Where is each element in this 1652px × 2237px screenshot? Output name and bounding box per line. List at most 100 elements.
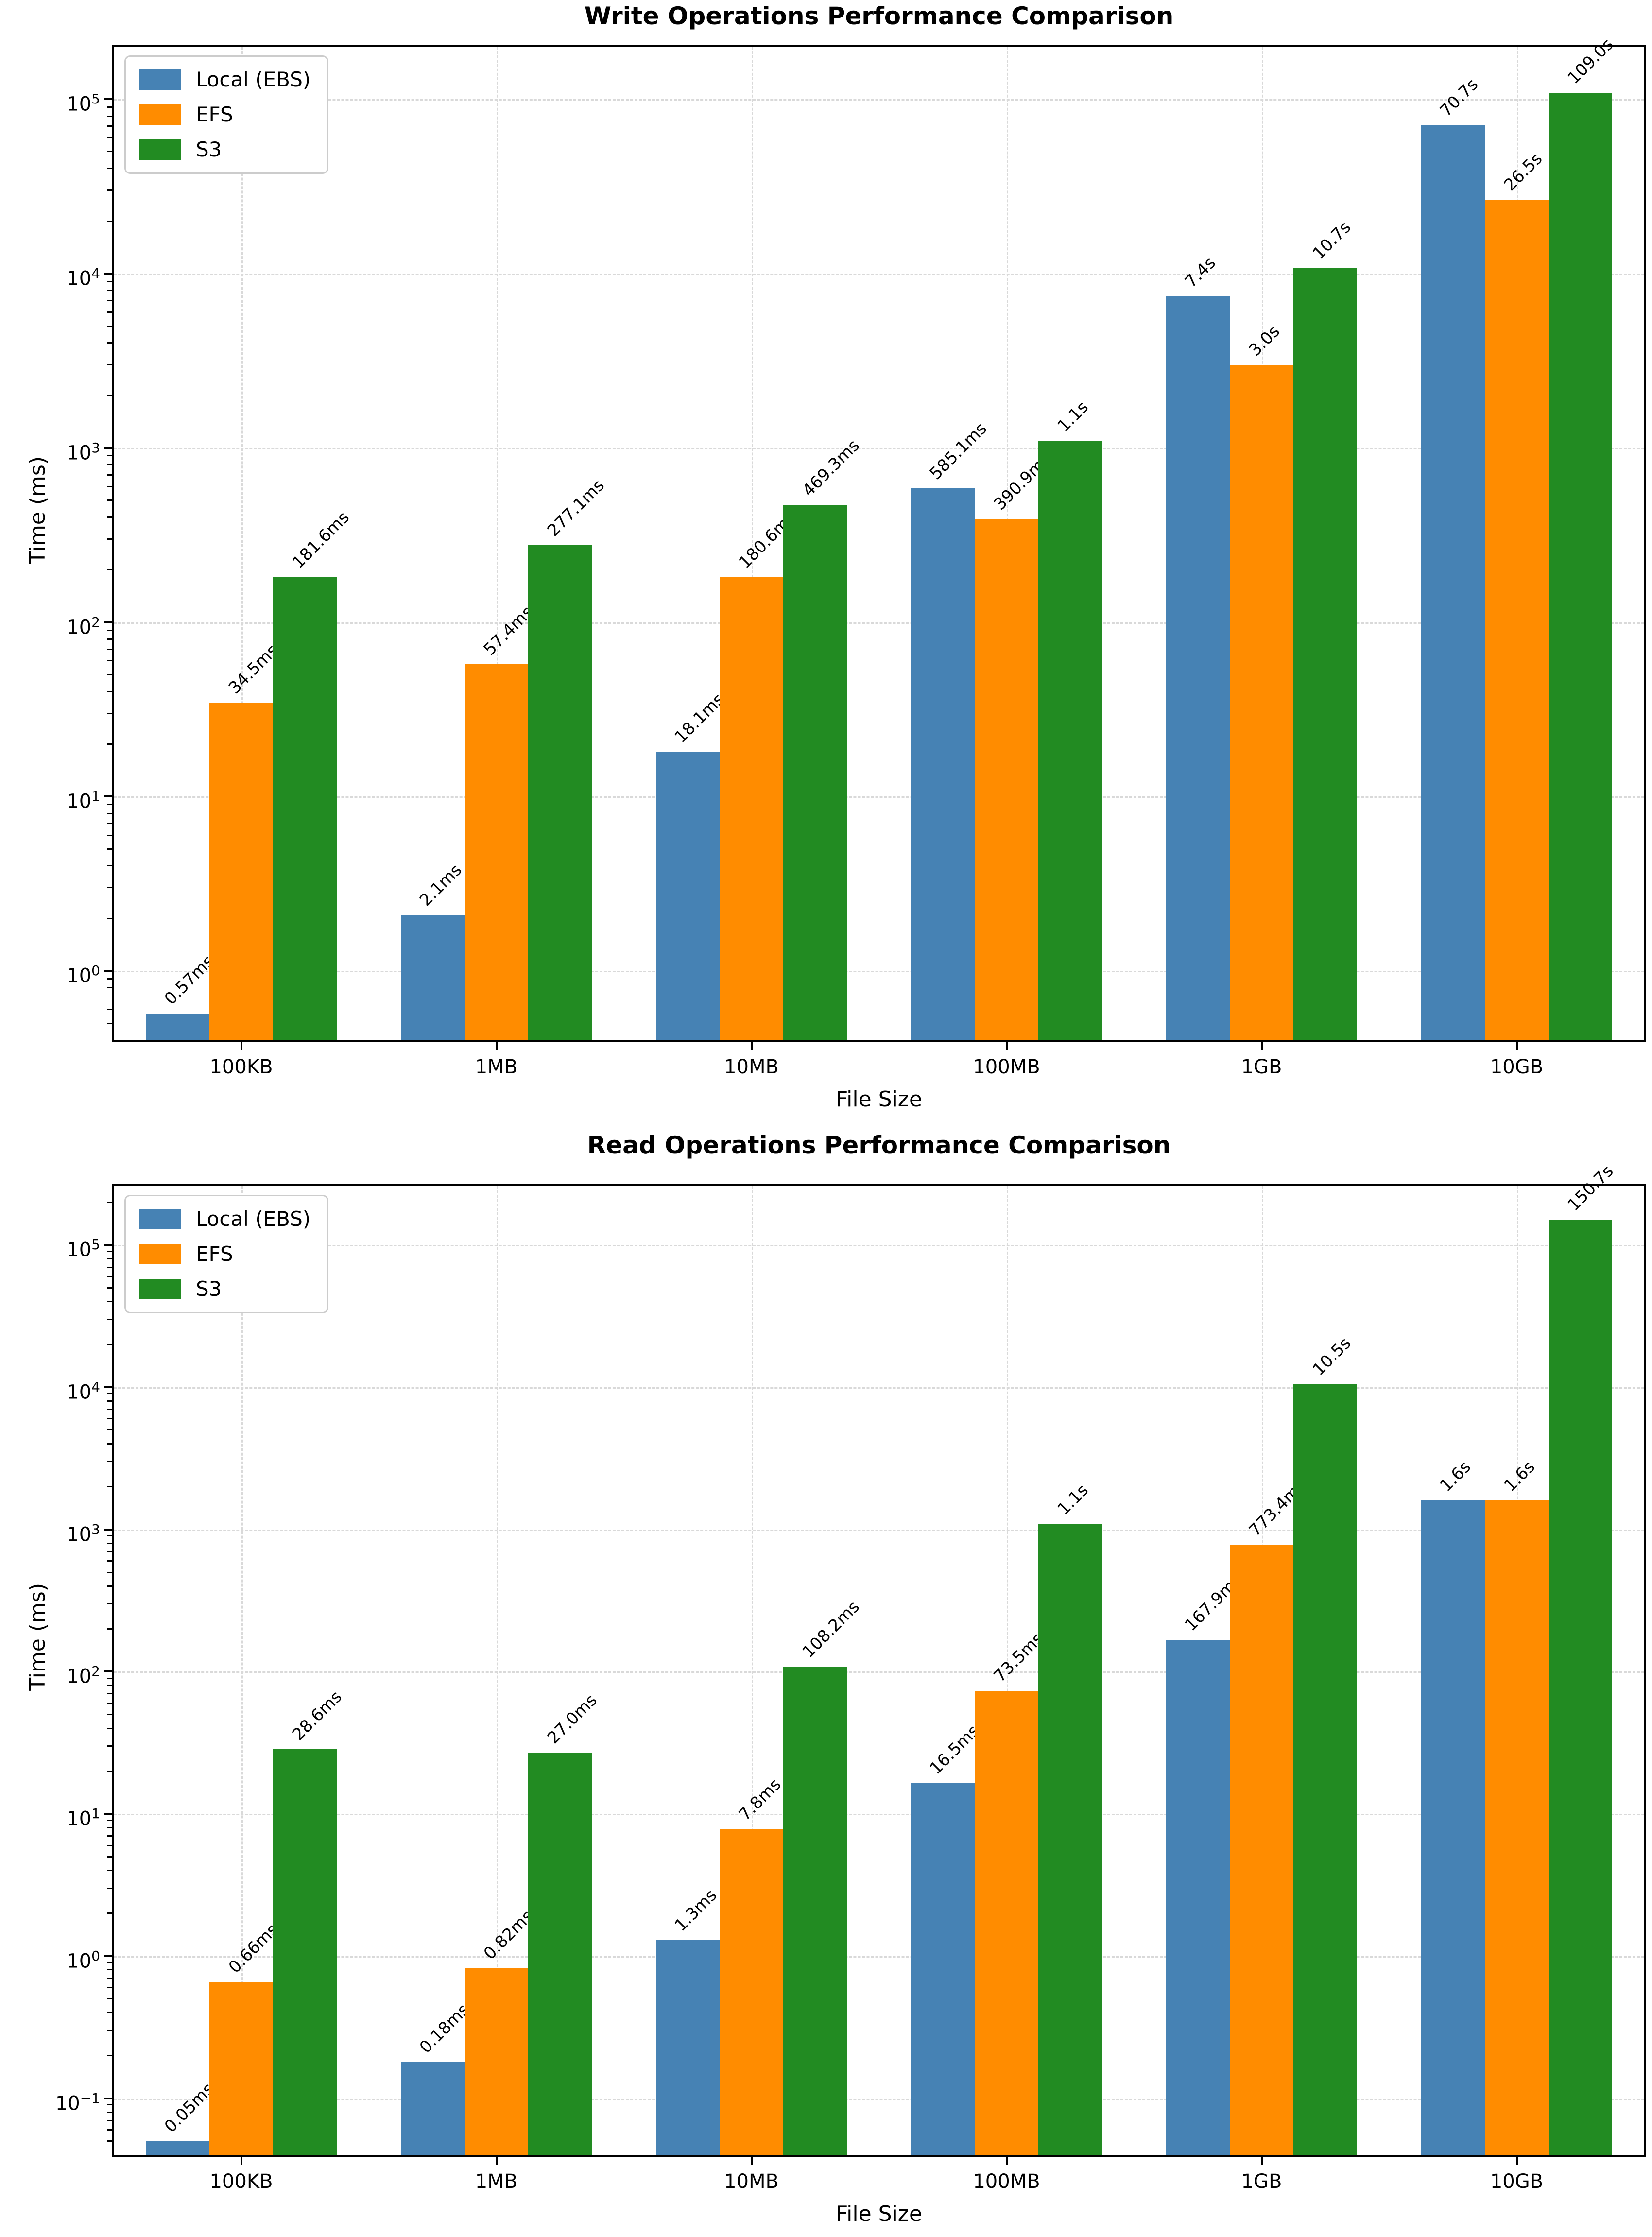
y-minor-tick bbox=[107, 311, 112, 313]
bar-s3-100kb bbox=[273, 1749, 337, 2155]
x-axis-label: File Size bbox=[836, 2202, 922, 2226]
x-tick bbox=[1260, 2157, 1263, 2165]
y-minor-tick bbox=[107, 823, 112, 825]
legend-item-efs: EFS bbox=[139, 104, 310, 125]
gridline-horizontal bbox=[114, 796, 1644, 798]
bar-s3-10mb bbox=[783, 505, 847, 1040]
y-minor-tick bbox=[107, 2140, 112, 2142]
y-minor-tick bbox=[107, 1418, 112, 1420]
y-minor-tick bbox=[107, 1343, 112, 1345]
bar-value-label: 585.1ms bbox=[926, 419, 991, 484]
y-minor-tick bbox=[107, 1301, 112, 1303]
y-minor-tick bbox=[107, 1870, 112, 1871]
y-minor-tick bbox=[107, 220, 112, 222]
bar-value-label: 150.7s bbox=[1564, 1161, 1618, 1215]
y-tick bbox=[104, 1955, 112, 1957]
y-tick-label: 103 bbox=[67, 1521, 100, 1546]
y-minor-tick bbox=[107, 1542, 112, 1544]
y-minor-tick bbox=[107, 137, 112, 138]
y-minor-tick bbox=[107, 125, 112, 127]
bar-value-label: 7.4s bbox=[1181, 253, 1220, 292]
y-minor-tick bbox=[107, 1977, 112, 1979]
y-minor-tick bbox=[107, 1571, 112, 1573]
y-minor-tick bbox=[107, 106, 112, 108]
y-minor-tick bbox=[107, 1550, 112, 1552]
bar-value-label: 2.1ms bbox=[416, 860, 466, 910]
y-minor-tick bbox=[107, 1703, 112, 1704]
x-tick-label-100kb: 100KB bbox=[209, 2170, 273, 2193]
y-minor-tick bbox=[107, 1969, 112, 1971]
y-minor-tick bbox=[107, 1856, 112, 1858]
y-axis-label: Time (ms) bbox=[25, 456, 50, 564]
y-tick bbox=[104, 447, 112, 449]
y-tick-label: 100 bbox=[67, 1947, 100, 1973]
gridline-vertical bbox=[241, 47, 243, 1040]
y-minor-tick bbox=[107, 712, 112, 714]
bar-efs-1mb bbox=[464, 664, 529, 1040]
y-tick-label: 101 bbox=[67, 1806, 100, 1830]
y-minor-tick bbox=[107, 1962, 112, 1963]
y-minor-tick bbox=[107, 1844, 112, 1846]
x-tick-label-1mb: 1MB bbox=[475, 2170, 518, 2193]
legend-item-local-ebs: Local (EBS) bbox=[139, 1209, 310, 1229]
gridline-horizontal bbox=[114, 99, 1644, 101]
y-minor-tick bbox=[107, 1912, 112, 1914]
y-minor-tick bbox=[107, 1409, 112, 1410]
bar-local-ebs-1gb bbox=[1166, 1639, 1230, 2155]
x-tick-label-10gb: 10GB bbox=[1490, 1056, 1544, 1078]
y-minor-tick bbox=[107, 887, 112, 889]
y-tick-label: 105 bbox=[67, 91, 100, 116]
y-minor-tick bbox=[107, 691, 112, 692]
y-minor-tick bbox=[107, 1745, 112, 1747]
x-tick bbox=[1005, 2157, 1008, 2165]
y-minor-tick bbox=[107, 1987, 112, 1989]
y-minor-tick bbox=[107, 1393, 112, 1394]
gridline-horizontal bbox=[114, 2098, 1644, 2100]
bar-efs-10mb bbox=[719, 577, 784, 1040]
x-tick bbox=[495, 2157, 498, 2165]
gridline-horizontal bbox=[114, 273, 1644, 275]
y-minor-tick bbox=[107, 629, 112, 631]
bar-value-label: 27.0ms bbox=[543, 1690, 601, 1748]
gridline-horizontal bbox=[114, 1529, 1644, 1531]
bar-s3-10mb bbox=[783, 1667, 847, 2155]
y-minor-tick bbox=[107, 1998, 112, 2000]
bar-value-label: 28.6ms bbox=[288, 1686, 346, 1744]
bar-s3-100mb bbox=[1038, 440, 1102, 1040]
read-operations-chart: Read Operations Performance Comparison T… bbox=[0, 1118, 1652, 2237]
x-tick bbox=[495, 1042, 498, 1050]
bar-value-label: 7.8ms bbox=[735, 1774, 785, 1824]
x-tick bbox=[1260, 1042, 1263, 1050]
y-minor-tick bbox=[107, 486, 112, 487]
y-tick bbox=[104, 795, 112, 798]
y-minor-tick bbox=[107, 997, 112, 999]
y-minor-tick bbox=[107, 1202, 112, 1203]
y-minor-tick bbox=[107, 115, 112, 117]
chart-title: Write Operations Performance Comparison bbox=[584, 2, 1174, 30]
y-minor-tick bbox=[107, 1319, 112, 1320]
bar-value-label: 0.82ms bbox=[480, 1906, 537, 1964]
x-tick bbox=[1515, 2157, 1518, 2165]
legend: Local (EBS) EFS S3 bbox=[124, 55, 329, 174]
bar-value-label: 18.1ms bbox=[671, 689, 728, 747]
legend-label: S3 bbox=[196, 138, 222, 161]
legend-swatch-s3 bbox=[139, 1279, 181, 1299]
y-tick bbox=[104, 1813, 112, 1815]
gridline-horizontal bbox=[114, 1814, 1644, 1816]
y-minor-tick bbox=[107, 474, 112, 476]
y-minor-tick bbox=[107, 1603, 112, 1605]
bar-value-label: 16.5ms bbox=[926, 1721, 983, 1778]
y-minor-tick bbox=[107, 290, 112, 291]
bar-value-label: 70.7s bbox=[1436, 74, 1482, 121]
y-minor-tick bbox=[107, 464, 112, 465]
x-tick bbox=[1515, 1042, 1518, 1050]
y-minor-tick bbox=[107, 1693, 112, 1695]
bar-local-ebs-1mb bbox=[400, 2062, 465, 2155]
y-tick bbox=[104, 1528, 112, 1531]
legend-label: EFS bbox=[196, 1242, 233, 1266]
legend-item-s3: S3 bbox=[139, 139, 310, 160]
bar-efs-10gb bbox=[1484, 1500, 1549, 2155]
y-minor-tick bbox=[107, 804, 112, 806]
bar-local-ebs-10gb bbox=[1421, 125, 1485, 1040]
y-minor-tick bbox=[107, 538, 112, 540]
